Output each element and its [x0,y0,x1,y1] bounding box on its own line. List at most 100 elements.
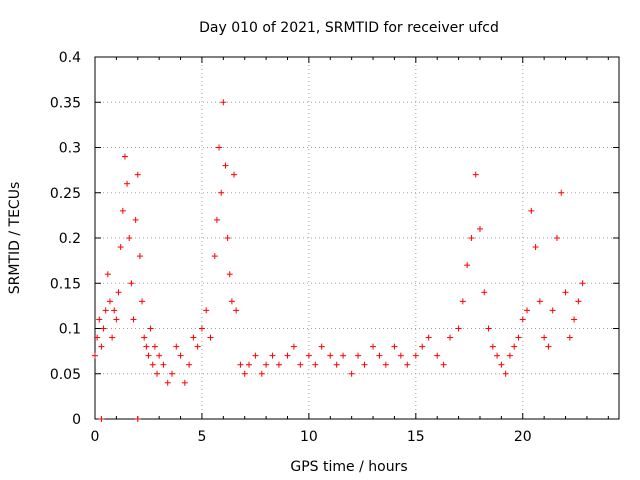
data-point [207,334,214,341]
plot-frame [94,56,620,420]
data-point [476,225,483,232]
x-axis-title: GPS time / hours [290,459,407,475]
data-point [231,171,238,178]
data-point [361,361,368,368]
data-point [391,343,398,350]
data-point [252,352,259,359]
data-point [194,343,201,350]
data-point [136,253,143,260]
data-point [340,352,347,359]
data-point [566,334,573,341]
data-point [447,334,454,341]
data-point [348,370,355,377]
data-point [489,343,496,350]
data-point [425,334,432,341]
data-point [228,298,235,305]
chart-title: Day 010 of 2021, SRMTID for receiver ufc… [199,20,499,36]
y-tick-label: 0.35 [50,95,81,111]
data-point [511,343,518,350]
data-point [126,235,133,241]
data-point [233,307,240,314]
data-point [151,343,158,350]
data-point [532,244,539,251]
data-point [541,334,548,341]
data-point [370,343,377,350]
data-point [506,352,513,359]
data-point [119,207,126,214]
data-point [284,352,291,359]
y-tick-label: 0 [72,412,81,428]
data-point [241,370,248,377]
data-point [515,334,522,341]
data-point [258,370,265,377]
x-tick-label: 5 [197,429,206,445]
data-point [536,298,543,305]
x-tick-label: 10 [300,429,318,445]
data-point [318,343,325,350]
data-point [333,361,340,368]
data-point [143,343,150,350]
data-point [104,271,111,278]
data-point [305,352,312,359]
data-point [111,307,118,314]
y-tick-label: 0.2 [59,231,81,247]
data-point [263,361,270,368]
data-point [440,361,447,368]
data-point [98,343,105,350]
data-point [275,361,282,368]
data-point [186,361,193,368]
y-tick-label: 0.25 [50,186,81,202]
data-point [106,298,113,305]
data-point [412,352,419,359]
data-point [494,352,501,359]
data-point [481,289,488,296]
data-point [213,216,220,223]
data-point [100,325,107,332]
data-point [226,271,233,278]
data-point [404,361,411,368]
x-tick-label: 0 [91,429,100,445]
data-point [190,334,197,341]
data-point [177,352,184,359]
x-tick-labels: 0 5 10 15 20 [91,429,532,445]
axis-ticks [94,56,619,420]
data-point [290,343,297,350]
data-point [485,325,492,332]
data-point [181,379,188,386]
data-point [502,370,509,377]
data-point [216,144,223,151]
data-point [134,416,141,422]
data-point [355,352,362,359]
data-point [94,334,101,341]
data-point [154,370,161,377]
data-point [164,379,171,386]
data-point [149,361,156,368]
y-tick-label: 0.05 [50,367,81,383]
data-point [269,352,276,359]
y-tick-label: 0.3 [59,141,81,157]
data-point [434,352,441,359]
data-point [222,162,229,169]
data-point [245,361,252,368]
data-point [528,207,535,214]
data-point [224,235,231,241]
data-point [109,334,116,341]
data-point [117,244,124,251]
data-point [397,352,404,359]
data-point [468,235,475,241]
data-point [472,171,479,178]
data-point [121,153,128,160]
data-point [455,325,462,332]
data-point [203,307,210,314]
data-point [459,298,466,305]
grid-lines [95,57,619,419]
data-point [419,343,426,350]
data-point [562,289,569,296]
data-point [220,99,227,106]
data-point [579,280,586,287]
data-point [115,289,122,296]
data-point [498,361,505,368]
data-point [211,253,218,260]
y-tick-label: 0.1 [59,322,81,338]
